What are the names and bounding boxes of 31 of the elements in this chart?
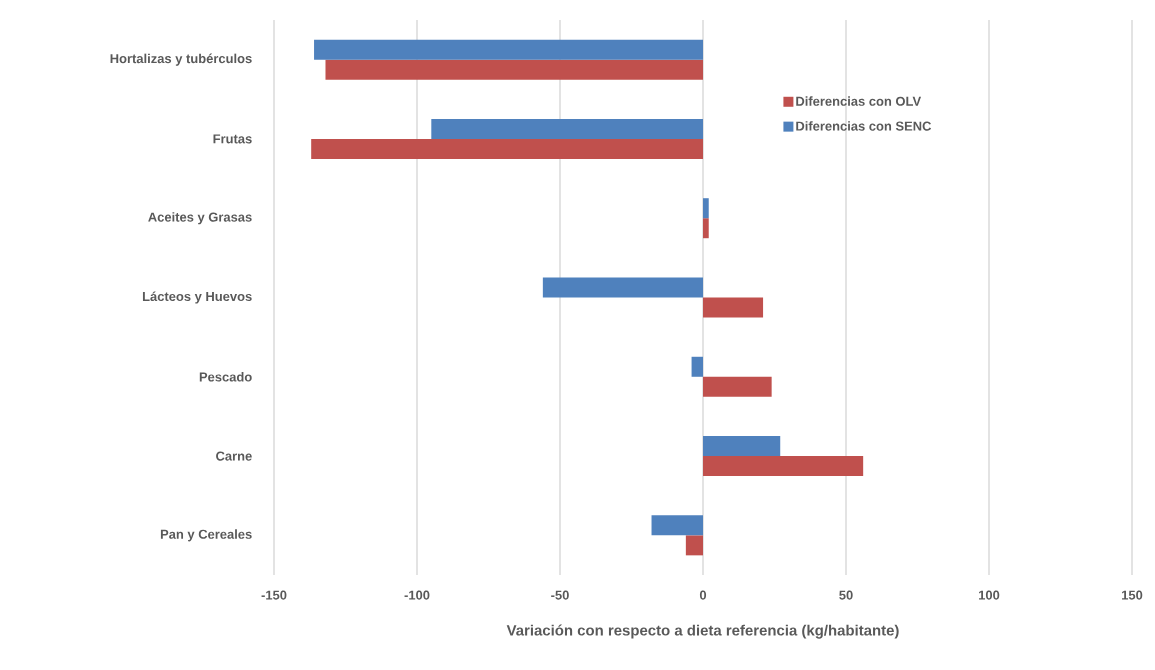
bar xyxy=(703,198,709,219)
bar xyxy=(311,138,704,159)
bar xyxy=(651,515,704,536)
bar xyxy=(703,376,772,397)
y-tick-label: Aceites y Grasas xyxy=(148,212,252,225)
bar xyxy=(431,118,704,139)
bar xyxy=(314,39,704,60)
bar xyxy=(691,356,704,377)
bar xyxy=(703,297,764,318)
bar xyxy=(685,535,704,556)
bar xyxy=(325,59,704,80)
legend-label: Diferencias con SENC xyxy=(796,121,932,131)
x-tick-label: 0 xyxy=(699,590,707,600)
bar xyxy=(542,277,704,298)
x-tick-label: 50 xyxy=(839,590,853,600)
bar xyxy=(703,456,864,477)
y-tick-label: Lácteos y Huevos xyxy=(142,291,252,304)
x-tick-label: -100 xyxy=(404,590,430,600)
y-tick-label: Pescado xyxy=(199,372,252,382)
x-tick-label: 100 xyxy=(979,590,1000,600)
y-tick-label: Pan y Cereales xyxy=(160,529,252,542)
x-tick-label: -50 xyxy=(551,590,569,600)
bar xyxy=(703,436,781,457)
y-tick-label: Hortalizas y tubérculos xyxy=(110,53,252,66)
y-tick-label: Frutas xyxy=(213,134,252,144)
legend-label: Diferencias con OLV xyxy=(796,96,922,106)
bar xyxy=(703,218,709,239)
x-tick-label: -150 xyxy=(261,590,287,600)
y-tick-label: Carne xyxy=(216,451,252,461)
x-tick-label: 150 xyxy=(1122,590,1143,600)
x-axis-title: Variación con respecto a dieta referencia (kg/habitante) xyxy=(506,624,899,639)
